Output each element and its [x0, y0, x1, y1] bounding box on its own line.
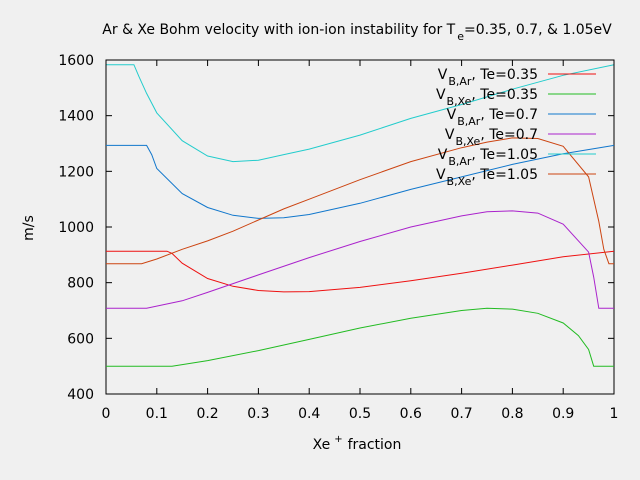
series-line-4: [106, 210, 614, 309]
x-tick-label: 0.1: [146, 406, 168, 422]
x-tick-label: 0.5: [349, 406, 371, 422]
y-tick-label: 1000: [58, 220, 94, 236]
legend-entry-label: VB,Ar, Te=0.7: [447, 107, 538, 128]
series-line-1: [106, 250, 615, 293]
x-tick-label: 0: [102, 406, 111, 422]
legend-entry-label: VB,Xe, Te=0.7: [445, 127, 538, 148]
x-tick-label: 0.2: [196, 406, 218, 422]
series-line-2: [106, 307, 614, 367]
x-tick-label: 0.4: [298, 406, 320, 422]
axis-ticks: 0 0.1 0.2 0.3 0.4 0.5 0.6 0.7 0.8 0.9 140060080010…: [58, 53, 618, 422]
x-tick-label: 0.7: [450, 406, 472, 422]
series-lines: [106, 64, 615, 367]
legend-entry-label: VB,Xe, Te=0.35: [436, 87, 538, 108]
y-tick-label: 600: [67, 331, 94, 347]
x-tick-label: 0.9: [552, 406, 574, 422]
y-tick-label: 1200: [58, 164, 94, 180]
x-tick-label: 1: [610, 406, 619, 422]
series-line-6: [106, 137, 614, 265]
x-tick-label: 0.3: [247, 406, 269, 422]
legend-entry-label: VB,Xe, Te=1.05: [436, 167, 538, 188]
x-axis-label: Xe + fraction: [313, 434, 402, 453]
chart-title: Ar & Xe Bohm velocity with ion-ion insta…: [102, 22, 612, 43]
x-tick-label: 0.8: [501, 406, 523, 422]
y-tick-label: 1600: [58, 53, 94, 69]
x-tick-label: 0.6: [400, 406, 422, 422]
series-line-5: [106, 64, 615, 163]
series-line-3: [106, 144, 615, 219]
legend-entry-label: VB,Ar, Te=0.35: [438, 67, 538, 88]
legend-entry-label: VB,Ar, Te=1.05: [438, 147, 538, 168]
y-axis-label: m/s: [21, 215, 37, 241]
y-tick-label: 400: [67, 387, 94, 403]
y-tick-label: 800: [67, 276, 94, 292]
y-tick-label: 1400: [58, 109, 94, 125]
